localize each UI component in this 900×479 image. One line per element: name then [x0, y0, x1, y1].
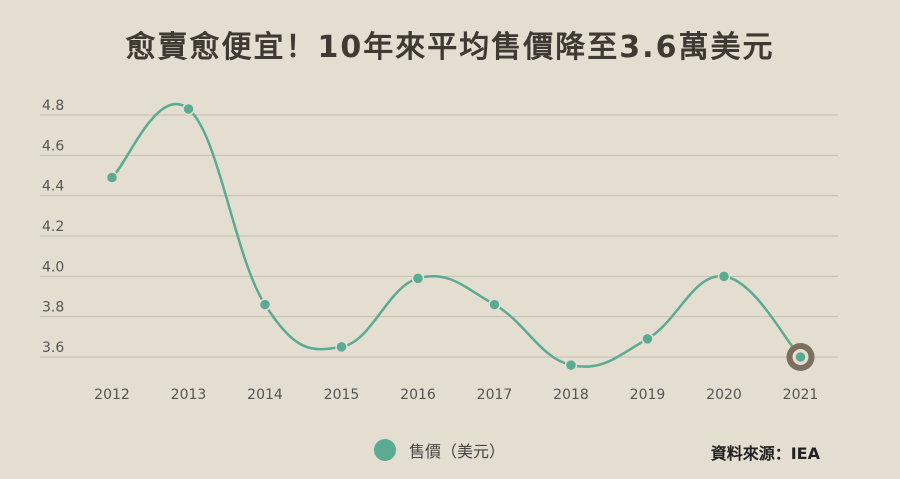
y-tick-label: 4.8 [42, 98, 64, 114]
series-line-price [111, 102, 802, 368]
x-axis-ticks: 2012 2013 2014 2015 2016 2017 2018 2019 2020 2021 [94, 387, 818, 403]
data-point [105, 171, 119, 184]
legend: 售價（美元） [374, 438, 505, 462]
data-point [258, 298, 272, 311]
y-tick-label: 3.8 [42, 300, 64, 316]
data-points [105, 102, 815, 372]
chart-title: 愈賣愈便宜！10年來平均售價降至3.6萬美元 [125, 30, 775, 65]
x-tick-label: 2021 [783, 387, 819, 403]
x-tick-label: 2012 [94, 387, 130, 403]
data-point [794, 350, 807, 364]
y-axis-ticks: 3.6 3.8 4.0 4.2 4.4 4.6 4.8 [42, 98, 64, 356]
x-tick-label: 2014 [247, 387, 283, 403]
source-note: 資料來源：IEA [710, 444, 820, 463]
data-point [564, 358, 578, 372]
data-point [335, 340, 348, 354]
grid-lines [40, 114, 838, 358]
x-tick-label: 2017 [477, 387, 513, 403]
y-tick-label: 4.6 [42, 138, 64, 154]
data-point [182, 102, 195, 116]
legend-label: 售價（美元） [409, 442, 506, 461]
data-point [717, 270, 731, 283]
legend-marker [374, 439, 396, 461]
x-tick-label: 2016 [400, 387, 436, 403]
x-tick-label: 2019 [630, 387, 666, 403]
data-point [641, 332, 654, 346]
y-tick-label: 4.2 [42, 219, 64, 235]
y-tick-label: 3.6 [42, 340, 64, 356]
x-tick-label: 2020 [706, 387, 742, 403]
y-tick-label: 4.0 [42, 259, 64, 275]
x-tick-label: 2013 [171, 387, 207, 403]
y-tick-label: 4.4 [42, 179, 64, 195]
data-point [488, 298, 501, 311]
x-tick-label: 2015 [324, 387, 360, 403]
x-tick-label: 2018 [553, 387, 589, 403]
data-point [411, 272, 425, 285]
